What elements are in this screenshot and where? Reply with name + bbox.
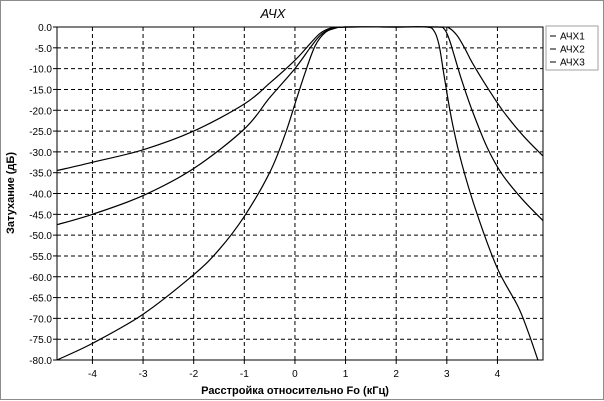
legend-label-1: АЧХ1 <box>560 32 585 43</box>
y-tick-label-10: -50.0 <box>29 231 52 242</box>
y-tick-label-12: -60.0 <box>29 273 52 284</box>
x-tick-label-4: 0 <box>292 369 298 380</box>
y-tick-label-8: -40.0 <box>29 190 52 201</box>
y-tick-label-16: -80.0 <box>29 356 52 367</box>
x-tick-label-6: 2 <box>393 369 399 380</box>
legend-label-3: АЧХ3 <box>560 58 585 69</box>
y-axis-label: Затухание (дБ) <box>5 152 17 234</box>
legend-label-2: АЧХ2 <box>560 45 585 56</box>
y-tick-label-9: -45.0 <box>29 210 52 221</box>
x-tick-label-2: -2 <box>189 369 198 380</box>
series-line-3 <box>56 26 544 172</box>
y-tick-label-15: -75.0 <box>29 335 52 346</box>
x-tick-label-0: -4 <box>88 369 97 380</box>
y-tick-label-1: -5.0 <box>35 44 53 55</box>
x-tick-label-1: -3 <box>139 369 148 380</box>
legend-box <box>545 25 599 71</box>
y-tick-label-11: -55.0 <box>29 252 52 263</box>
y-tick-label-4: -20.0 <box>29 106 52 117</box>
x-tick-label-3: -1 <box>240 369 249 380</box>
x-tick-label-8: 4 <box>495 369 501 380</box>
y-tick-label-14: -70.0 <box>29 314 52 325</box>
y-tick-label-0: 0.0 <box>38 23 52 34</box>
y-ticks: 0.0 -5.0 -10.0 -15.0 -20.0 -25.0 -30.0 -35.0 -40… <box>29 23 57 367</box>
y-tick-label-7: -35.0 <box>29 169 52 180</box>
y-tick-label-5: -25.0 <box>29 127 52 138</box>
x-tick-label-5: 1 <box>343 369 349 380</box>
x-ticks: -4 -3 -2 -1 0 1 2 3 4 <box>88 360 501 380</box>
y-tick-label-2: -10.0 <box>29 65 52 76</box>
x-axis-label: Расстройка относительно Fo (кГц) <box>201 385 389 397</box>
x-tick-label-7: 3 <box>444 369 450 380</box>
legend: АЧХ1 АЧХ2 АЧХ3 <box>545 25 599 71</box>
chart-title: АЧХ <box>260 6 287 21</box>
y-tick-label-3: -15.0 <box>29 85 52 96</box>
y-tick-label-6: -30.0 <box>29 148 52 159</box>
series-line-2 <box>56 26 544 226</box>
series-lines <box>56 26 544 361</box>
y-tick-label-13: -65.0 <box>29 294 52 305</box>
